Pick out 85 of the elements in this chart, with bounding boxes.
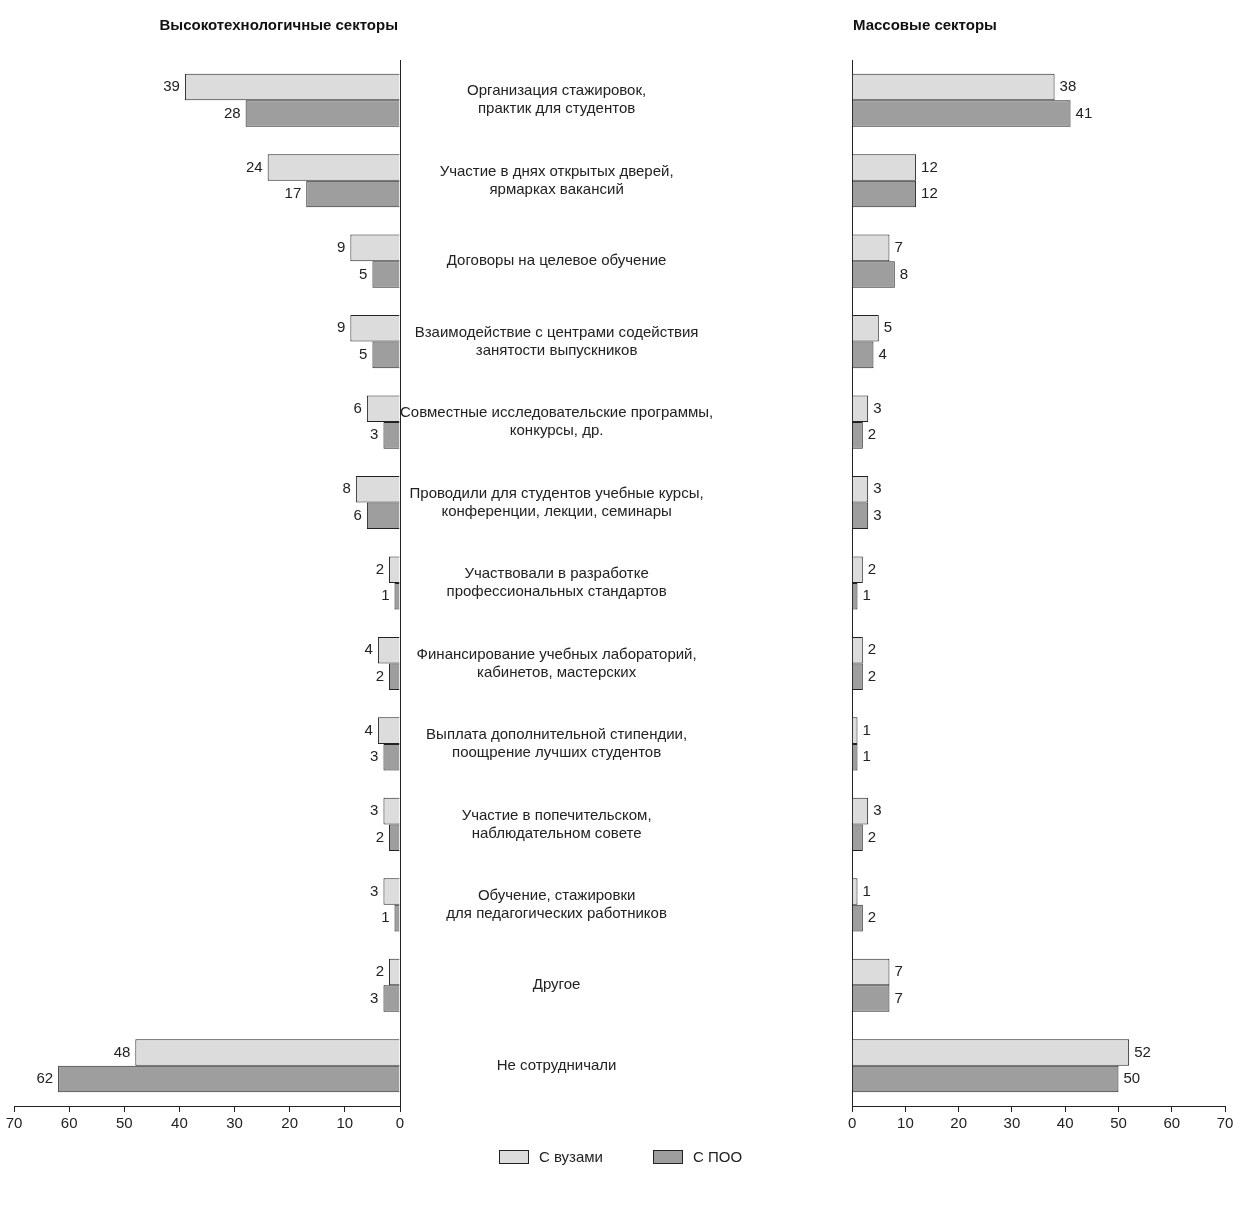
- data-label: 2: [375, 559, 384, 577]
- data-label: 9: [337, 318, 346, 336]
- x-tick-label: 40: [171, 1114, 188, 1132]
- x-tick-label: 20: [281, 1114, 299, 1132]
- data-label: 12: [921, 184, 938, 202]
- data-label: 3: [873, 479, 882, 497]
- data-label: 1: [862, 586, 871, 604]
- data-label: 2: [867, 666, 877, 684]
- data-label: 38: [1059, 77, 1077, 95]
- data-label: 8: [342, 479, 351, 497]
- data-label: 1: [862, 881, 871, 899]
- data-label: 7: [894, 988, 903, 1006]
- data-label: 4: [364, 720, 373, 738]
- x-tick-label: 40: [1056, 1114, 1074, 1132]
- data-label: 2: [867, 640, 877, 658]
- y-tick-label: Не сотрудничали: [496, 1055, 617, 1073]
- data-label: 50: [1123, 1069, 1141, 1087]
- x-tick-label: 20: [950, 1114, 968, 1132]
- data-label: 3: [370, 747, 379, 765]
- y-tick-label: Организация стажировок, практик для студентов: [467, 81, 647, 117]
- y-tick-label: Участвовали в разработке профессиональных стандартов: [446, 564, 667, 600]
- y-tick-label: Финансирование учебных лабораторий, кабинетов, мастерских: [416, 644, 697, 680]
- data-label: 6: [353, 505, 362, 523]
- chart-title: Высокотехнологичные секторы: [159, 16, 398, 33]
- data-label: 3: [873, 505, 882, 523]
- y-tick-label: Другое: [532, 975, 581, 993]
- data-label: 5: [359, 345, 368, 363]
- data-label: 9: [337, 238, 346, 256]
- x-tick-label: 70: [1216, 1114, 1234, 1132]
- data-label: 1: [381, 908, 390, 926]
- x-tick-label: 30: [226, 1114, 243, 1132]
- x-tick-label: 50: [115, 1114, 133, 1132]
- data-label: 5: [883, 318, 893, 336]
- x-tick-label: 60: [1163, 1114, 1181, 1132]
- x-tick-label: 70: [5, 1114, 23, 1132]
- data-label: 3: [370, 988, 379, 1006]
- data-label: 62: [36, 1069, 54, 1087]
- y-tick-label: Участие в днях открытых дверей, ярмарках вакансий: [439, 161, 674, 197]
- x-tick-label: 10: [336, 1114, 354, 1132]
- data-label: 3: [370, 881, 379, 899]
- chart-title: Массовые секторы: [853, 16, 997, 33]
- y-tick-label: Совместные исследовательские программы, конкурсы, др.: [400, 403, 714, 439]
- data-label: 28: [223, 103, 241, 121]
- data-label: 2: [867, 827, 877, 845]
- y-tick-label: Участие в попечительском, наблюдательном совете: [461, 805, 652, 841]
- data-label: 41: [1075, 103, 1093, 121]
- x-tick-label: 30: [1003, 1114, 1021, 1132]
- data-label: 1: [862, 720, 871, 738]
- y-tick-label: Выплата дополнительной стипендии, поощрение лучших студентов: [426, 725, 688, 761]
- data-label: 2: [375, 666, 384, 684]
- data-label: 2: [867, 908, 877, 926]
- data-label: 2: [375, 827, 384, 845]
- data-label: 39: [163, 77, 180, 95]
- y-tick-label: Обучение, стажировки для педагогических работников: [446, 885, 667, 921]
- data-label: 5: [359, 264, 368, 282]
- data-label: 17: [284, 184, 302, 202]
- legend-label: С ПОО: [692, 1148, 743, 1165]
- data-label: 2: [375, 962, 384, 980]
- data-label: 3: [370, 801, 379, 819]
- y-tick-label: Взаимодействие с центрами содействия занятости выпускников: [414, 322, 699, 358]
- x-tick-label: 50: [1110, 1114, 1127, 1132]
- data-label: 1: [862, 747, 871, 765]
- y-tick-label: Договоры на целевое обучение: [446, 251, 667, 269]
- data-label: 8: [899, 264, 909, 282]
- x-tick-label: 0: [395, 1114, 405, 1132]
- data-label: 12: [921, 157, 938, 175]
- data-label: 4: [364, 640, 373, 658]
- data-label: 52: [1134, 1042, 1151, 1060]
- x-tick-label: 10: [897, 1114, 914, 1132]
- data-label: 3: [873, 398, 882, 416]
- data-label: 3: [873, 801, 882, 819]
- x-tick-label: 60: [60, 1114, 78, 1132]
- x-tick-label: 0: [848, 1114, 857, 1132]
- data-label: 2: [867, 559, 877, 577]
- data-label: 7: [894, 962, 903, 980]
- legend-label: С вузами: [538, 1148, 603, 1165]
- data-label: 24: [245, 157, 263, 175]
- data-label: 2: [867, 425, 877, 443]
- data-label: 48: [113, 1042, 131, 1060]
- data-label: 1: [381, 586, 390, 604]
- data-label: 6: [353, 398, 362, 416]
- y-tick-label: Проводили для студентов учебные курсы, конференции, лекции, семинары: [409, 483, 704, 519]
- data-label: 7: [894, 238, 903, 256]
- data-label: 3: [370, 425, 379, 443]
- data-label: 4: [878, 345, 887, 363]
